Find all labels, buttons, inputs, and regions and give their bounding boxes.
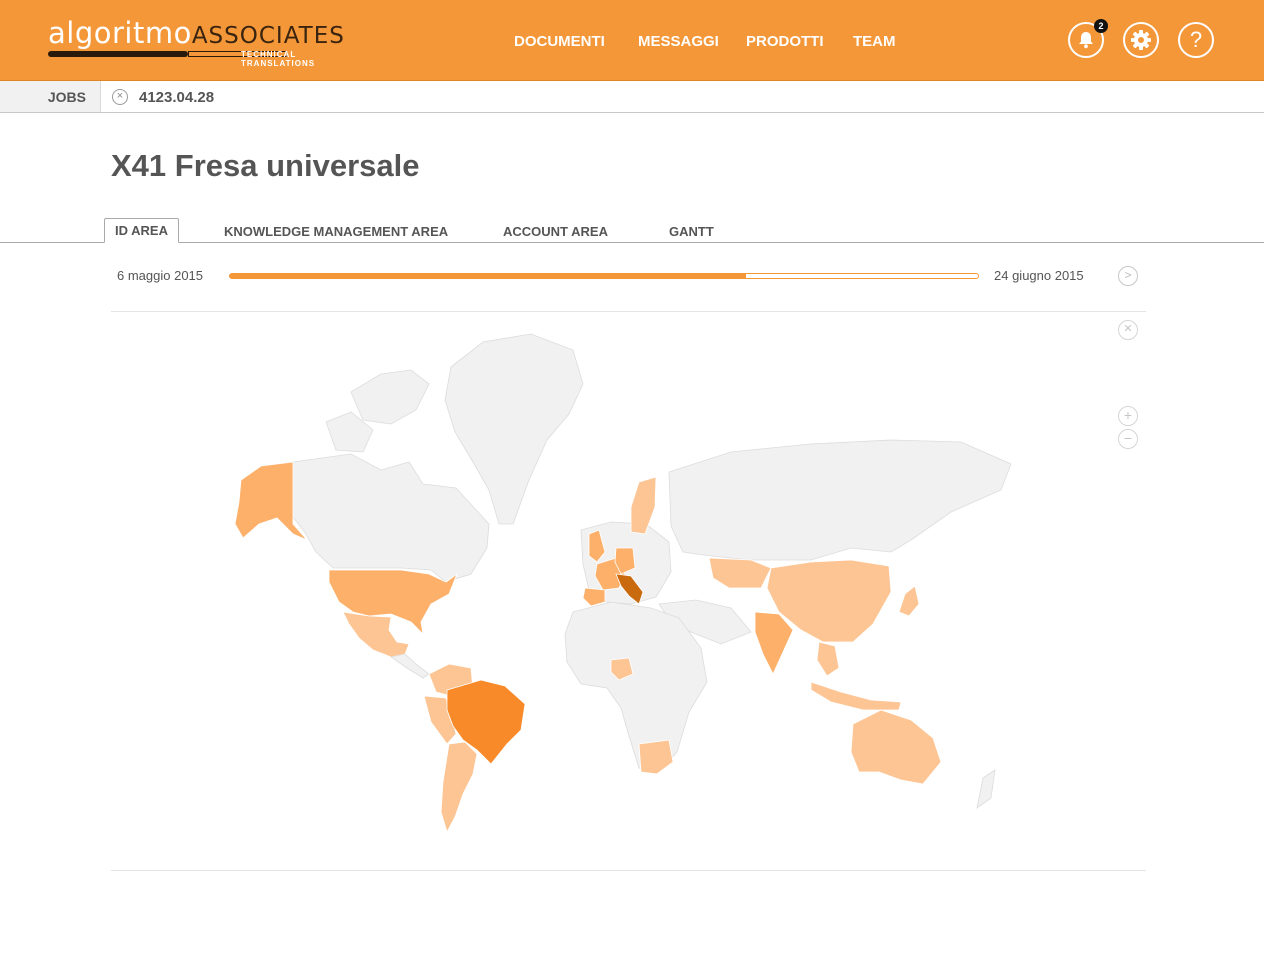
brand-wordmark: algoritmoASSOCIATES (48, 18, 345, 54)
map-country-greenland[interactable] (444, 333, 584, 525)
zoom-in-icon[interactable]: + (1118, 406, 1138, 426)
nav-prodotti[interactable]: PRODOTTI (746, 33, 824, 50)
map-country-nigeria[interactable] (610, 657, 634, 681)
nav-team[interactable]: TEAM (853, 33, 896, 50)
tab-account-area[interactable]: ACCOUNT AREA (503, 224, 608, 239)
map-country-southeast-asia[interactable] (816, 641, 840, 677)
page-title: X41 Fresa universale (111, 148, 420, 183)
map-country-china[interactable] (766, 559, 892, 643)
breadcrumb-job-code: 4123.04.28 (139, 89, 215, 106)
zoom-out-icon[interactable]: − (1118, 429, 1138, 449)
map-country-spain[interactable] (582, 587, 606, 607)
brand-name-upper: ASSOCIATES (191, 23, 345, 49)
top-header-bar: algoritmoASSOCIATES TECHNICAL TRANSLATIO… (0, 0, 1264, 81)
timeline-end-date: 24 giugno 2015 (994, 268, 1084, 283)
nav-documenti[interactable]: DOCUMENTI (514, 33, 605, 50)
map-country-indonesia[interactable] (810, 681, 902, 711)
map-country-australia[interactable] (850, 709, 942, 785)
gear-icon (1130, 29, 1152, 51)
timeline-progress-bar[interactable] (229, 273, 979, 279)
map-country-brazil[interactable] (446, 679, 526, 765)
timeline-next-icon[interactable]: > (1118, 266, 1138, 286)
map-country-arctic-islands[interactable] (350, 369, 430, 425)
map-reset-icon[interactable]: ✕ (1118, 320, 1138, 340)
breadcrumb: JOBS × 4123.04.28 (0, 81, 1264, 113)
map-country-new-zealand[interactable] (976, 769, 996, 809)
notifications-button[interactable]: 2 (1068, 19, 1108, 58)
tab-knowledge-management-area[interactable]: KNOWLEDGE MANAGEMENT AREA (224, 224, 449, 239)
map-country-alaska[interactable] (234, 461, 308, 541)
nav-messaggi[interactable]: MESSAGGI (638, 33, 719, 50)
map-country-mexico[interactable] (342, 611, 410, 658)
breadcrumb-jobs-label: JOBS (47, 89, 86, 105)
tab-id-area[interactable]: ID AREA (104, 218, 179, 243)
notification-count-badge: 2 (1094, 19, 1108, 33)
brand-logo[interactable]: algoritmoASSOCIATES TECHNICAL TRANSLATIO… (48, 18, 348, 68)
map-country-kazakhstan[interactable] (708, 557, 772, 589)
brand-name-lower: algoritmo (48, 16, 192, 50)
timeline-progress-fill (230, 274, 747, 278)
map-country-russia[interactable] (668, 439, 1012, 561)
map-country-india[interactable] (754, 611, 794, 675)
brand-tagline: TECHNICAL TRANSLATIONS (241, 50, 316, 68)
brand-underline-orange (188, 51, 288, 57)
timeline-start-date: 6 maggio 2015 (117, 268, 204, 283)
brand-underline-dark (48, 51, 188, 57)
map-country-sweden[interactable] (630, 476, 657, 535)
close-job-icon[interactable]: × (112, 89, 128, 105)
map-country-canada[interactable] (292, 453, 490, 583)
map-country-central-america[interactable] (390, 653, 430, 679)
map-top-divider (111, 311, 1146, 312)
map-country-italy[interactable] (615, 573, 644, 605)
map-country-united-states[interactable] (328, 569, 458, 636)
help-icon: ? (1189, 27, 1203, 52)
breadcrumb-jobs[interactable]: JOBS (0, 81, 101, 112)
map-country-japan[interactable] (898, 585, 920, 617)
tabs-underline (0, 242, 1264, 243)
settings-button[interactable] (1123, 22, 1159, 58)
help-button[interactable]: ? (1178, 22, 1214, 58)
map-bottom-divider (111, 870, 1146, 871)
map-country-germany[interactable] (614, 547, 636, 575)
map-country-africa[interactable] (564, 601, 708, 773)
map-country-united-kingdom[interactable] (588, 529, 606, 563)
world-map[interactable]: ✕ + − (111, 312, 1146, 870)
tab-gantt[interactable]: GANTT (669, 224, 714, 239)
map-country-argentina[interactable] (440, 741, 478, 834)
world-map-svg (234, 333, 1012, 834)
bell-icon (1076, 30, 1096, 50)
map-country-south-africa[interactable] (638, 739, 674, 775)
map-country-arctic-islands-2[interactable] (325, 411, 374, 453)
